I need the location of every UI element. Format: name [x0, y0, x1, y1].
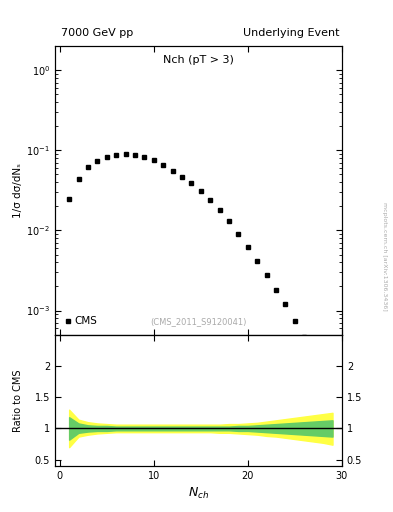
- Y-axis label: Ratio to CMS: Ratio to CMS: [13, 369, 24, 432]
- CMS: [161, 162, 165, 168]
- CMS: [132, 152, 137, 158]
- CMS: [283, 301, 288, 307]
- CMS: [292, 317, 297, 324]
- CMS: [246, 244, 250, 250]
- CMS: [123, 151, 128, 157]
- CMS: [151, 157, 156, 163]
- CMS: [86, 164, 90, 170]
- CMS: [105, 154, 109, 160]
- CMS: [311, 352, 316, 358]
- CMS: [76, 176, 81, 182]
- CMS: [189, 180, 194, 186]
- X-axis label: $N_{ch}$: $N_{ch}$: [188, 486, 209, 501]
- Text: mcplots.cern.ch [arXiv:1306.3436]: mcplots.cern.ch [arXiv:1306.3436]: [382, 202, 387, 310]
- Text: (CMS_2011_S9120041): (CMS_2011_S9120041): [150, 317, 247, 326]
- CMS: [95, 158, 100, 164]
- CMS: [255, 258, 260, 264]
- CMS: [302, 334, 307, 340]
- Y-axis label: 1/σ dσ/dNₛ: 1/σ dσ/dNₛ: [13, 163, 24, 218]
- CMS: [236, 231, 241, 237]
- Text: Underlying Event: Underlying Event: [243, 28, 340, 38]
- CMS: [330, 388, 335, 394]
- CMS: [67, 196, 72, 202]
- CMS: [180, 174, 184, 180]
- CMS: [198, 188, 203, 194]
- Line: CMS: CMS: [67, 152, 335, 393]
- CMS: [321, 369, 325, 375]
- Text: 7000 GeV pp: 7000 GeV pp: [61, 28, 133, 38]
- CMS: [227, 218, 231, 224]
- CMS: [142, 154, 147, 160]
- CMS: [217, 207, 222, 213]
- Text: Nch (pT > 3): Nch (pT > 3): [163, 55, 234, 65]
- CMS: [264, 272, 269, 278]
- CMS: [208, 197, 213, 203]
- CMS: [274, 287, 278, 293]
- Legend: CMS: CMS: [60, 313, 101, 330]
- CMS: [114, 152, 119, 158]
- CMS: [170, 167, 175, 174]
